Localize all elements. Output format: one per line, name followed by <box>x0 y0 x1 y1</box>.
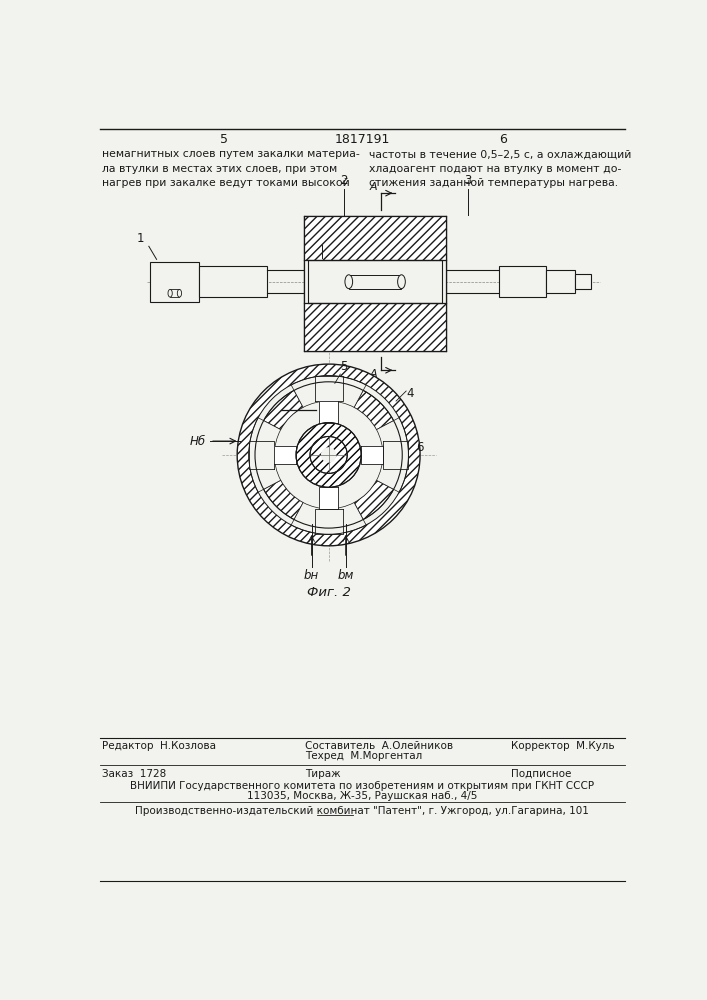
Bar <box>199 266 267 297</box>
Text: Нб: Нб <box>190 435 206 448</box>
Text: А: А <box>370 369 378 379</box>
Bar <box>304 216 446 260</box>
Ellipse shape <box>168 289 173 297</box>
Ellipse shape <box>345 275 353 289</box>
Text: Производственно-издательский комбинат "Патент", г. Ужгород, ул.Гагарина, 101: Производственно-издательский комбинат "П… <box>135 806 589 816</box>
Bar <box>304 260 446 303</box>
Text: 5: 5 <box>340 360 348 373</box>
Text: 2: 2 <box>340 174 348 187</box>
Circle shape <box>237 364 420 546</box>
Circle shape <box>296 423 361 487</box>
Polygon shape <box>315 509 343 534</box>
Text: 6: 6 <box>499 133 507 146</box>
Wedge shape <box>377 418 409 492</box>
Bar <box>308 260 442 303</box>
Text: 6: 6 <box>416 441 423 454</box>
Text: 4: 4 <box>406 387 414 400</box>
Bar <box>304 303 446 351</box>
Bar <box>151 262 199 302</box>
Text: Подписное: Подписное <box>510 769 571 779</box>
Polygon shape <box>361 446 383 464</box>
Polygon shape <box>320 487 338 509</box>
Text: 3: 3 <box>464 174 472 187</box>
Text: 7: 7 <box>315 230 323 243</box>
Wedge shape <box>354 390 394 430</box>
Text: 1817191: 1817191 <box>334 133 390 146</box>
Text: А: А <box>370 182 378 192</box>
Polygon shape <box>249 441 274 469</box>
Ellipse shape <box>397 275 405 289</box>
Polygon shape <box>274 446 296 464</box>
Text: 5: 5 <box>220 133 228 146</box>
Polygon shape <box>383 441 409 469</box>
Circle shape <box>310 436 347 473</box>
Polygon shape <box>320 401 338 423</box>
Bar <box>304 216 446 351</box>
Text: Заказ  1728: Заказ 1728 <box>103 769 167 779</box>
Wedge shape <box>354 480 394 520</box>
Wedge shape <box>264 390 303 430</box>
Wedge shape <box>249 418 281 492</box>
Text: Составитель  А.Олейников: Составитель А.Олейников <box>305 741 453 751</box>
Circle shape <box>321 447 337 463</box>
Text: 1: 1 <box>136 232 144 245</box>
Text: Фиг. 2: Фиг. 2 <box>307 586 351 599</box>
Text: bн: bн <box>304 569 319 582</box>
Bar <box>349 275 402 289</box>
Bar <box>575 274 590 289</box>
Text: Корректор  М.Куль: Корректор М.Куль <box>510 741 614 751</box>
Circle shape <box>310 436 347 473</box>
Text: Тираж: Тираж <box>305 769 341 779</box>
Text: 113035, Москва, Ж-35, Раушская наб., 4/5: 113035, Москва, Ж-35, Раушская наб., 4/5 <box>247 791 477 801</box>
Text: ВНИИПИ Государственного комитета по изобретениям и открытиям при ГКНТ СССР: ВНИИПИ Государственного комитета по изоб… <box>130 781 594 791</box>
Circle shape <box>249 376 409 534</box>
Bar <box>499 266 546 297</box>
Ellipse shape <box>177 289 182 297</box>
Wedge shape <box>264 480 303 520</box>
Text: немагнитных слоев путем закалки материа-
ла втулки в местах этих слоев, при этом: немагнитных слоев путем закалки материа-… <box>103 149 360 188</box>
Text: Фиг. 1: Фиг. 1 <box>354 393 397 406</box>
Wedge shape <box>291 376 366 407</box>
Polygon shape <box>315 376 343 401</box>
Text: Редактор  Н.Козлова: Редактор Н.Козлова <box>103 741 216 751</box>
Text: частоты в течение 0,5–2,5 с, а охлаждающий
хладоагент подают на втулку в момент : частоты в течение 0,5–2,5 с, а охлаждающ… <box>369 149 631 188</box>
Text: Техред  М.Моргентал: Техред М.Моргентал <box>305 751 423 761</box>
Bar <box>546 270 575 293</box>
Bar <box>170 289 180 297</box>
Text: bм: bм <box>337 569 354 582</box>
Wedge shape <box>291 503 366 534</box>
Text: А-А: А-А <box>281 396 307 409</box>
